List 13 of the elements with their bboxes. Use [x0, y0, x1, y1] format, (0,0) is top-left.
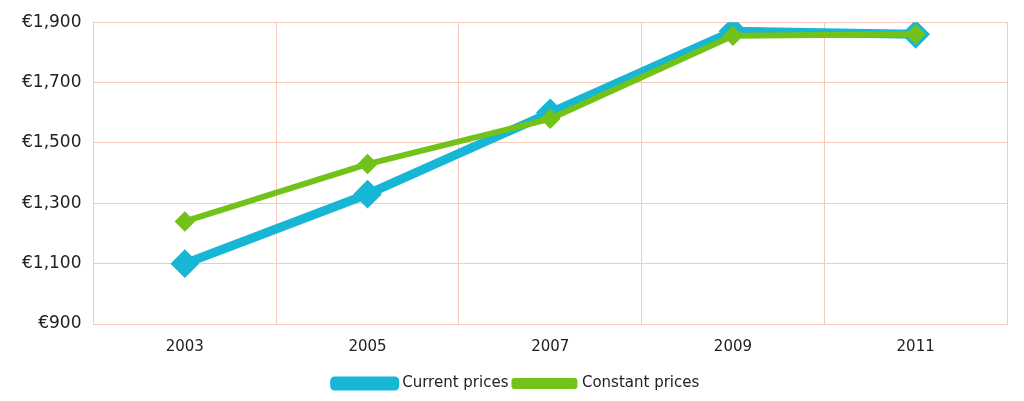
y-tick-label: €1,500 [22, 131, 82, 152]
x-tick-label: 2003 [165, 336, 204, 355]
x-tick-label: 2007 [531, 336, 570, 355]
y-tick-label: €1,900 [22, 10, 82, 31]
y-tick-label: €1,700 [22, 70, 82, 91]
x-tick-label: 2005 [348, 336, 387, 355]
y-tick-label: €900 [38, 312, 82, 333]
legend-label: Current prices [402, 373, 509, 392]
legend-label: Constant prices [581, 373, 700, 392]
y-tick-label: €1,100 [22, 252, 82, 273]
x-tick-label: 2011 [896, 336, 935, 355]
x-tick-label: 2009 [713, 336, 753, 355]
y-tick-label: €1,300 [22, 191, 82, 212]
